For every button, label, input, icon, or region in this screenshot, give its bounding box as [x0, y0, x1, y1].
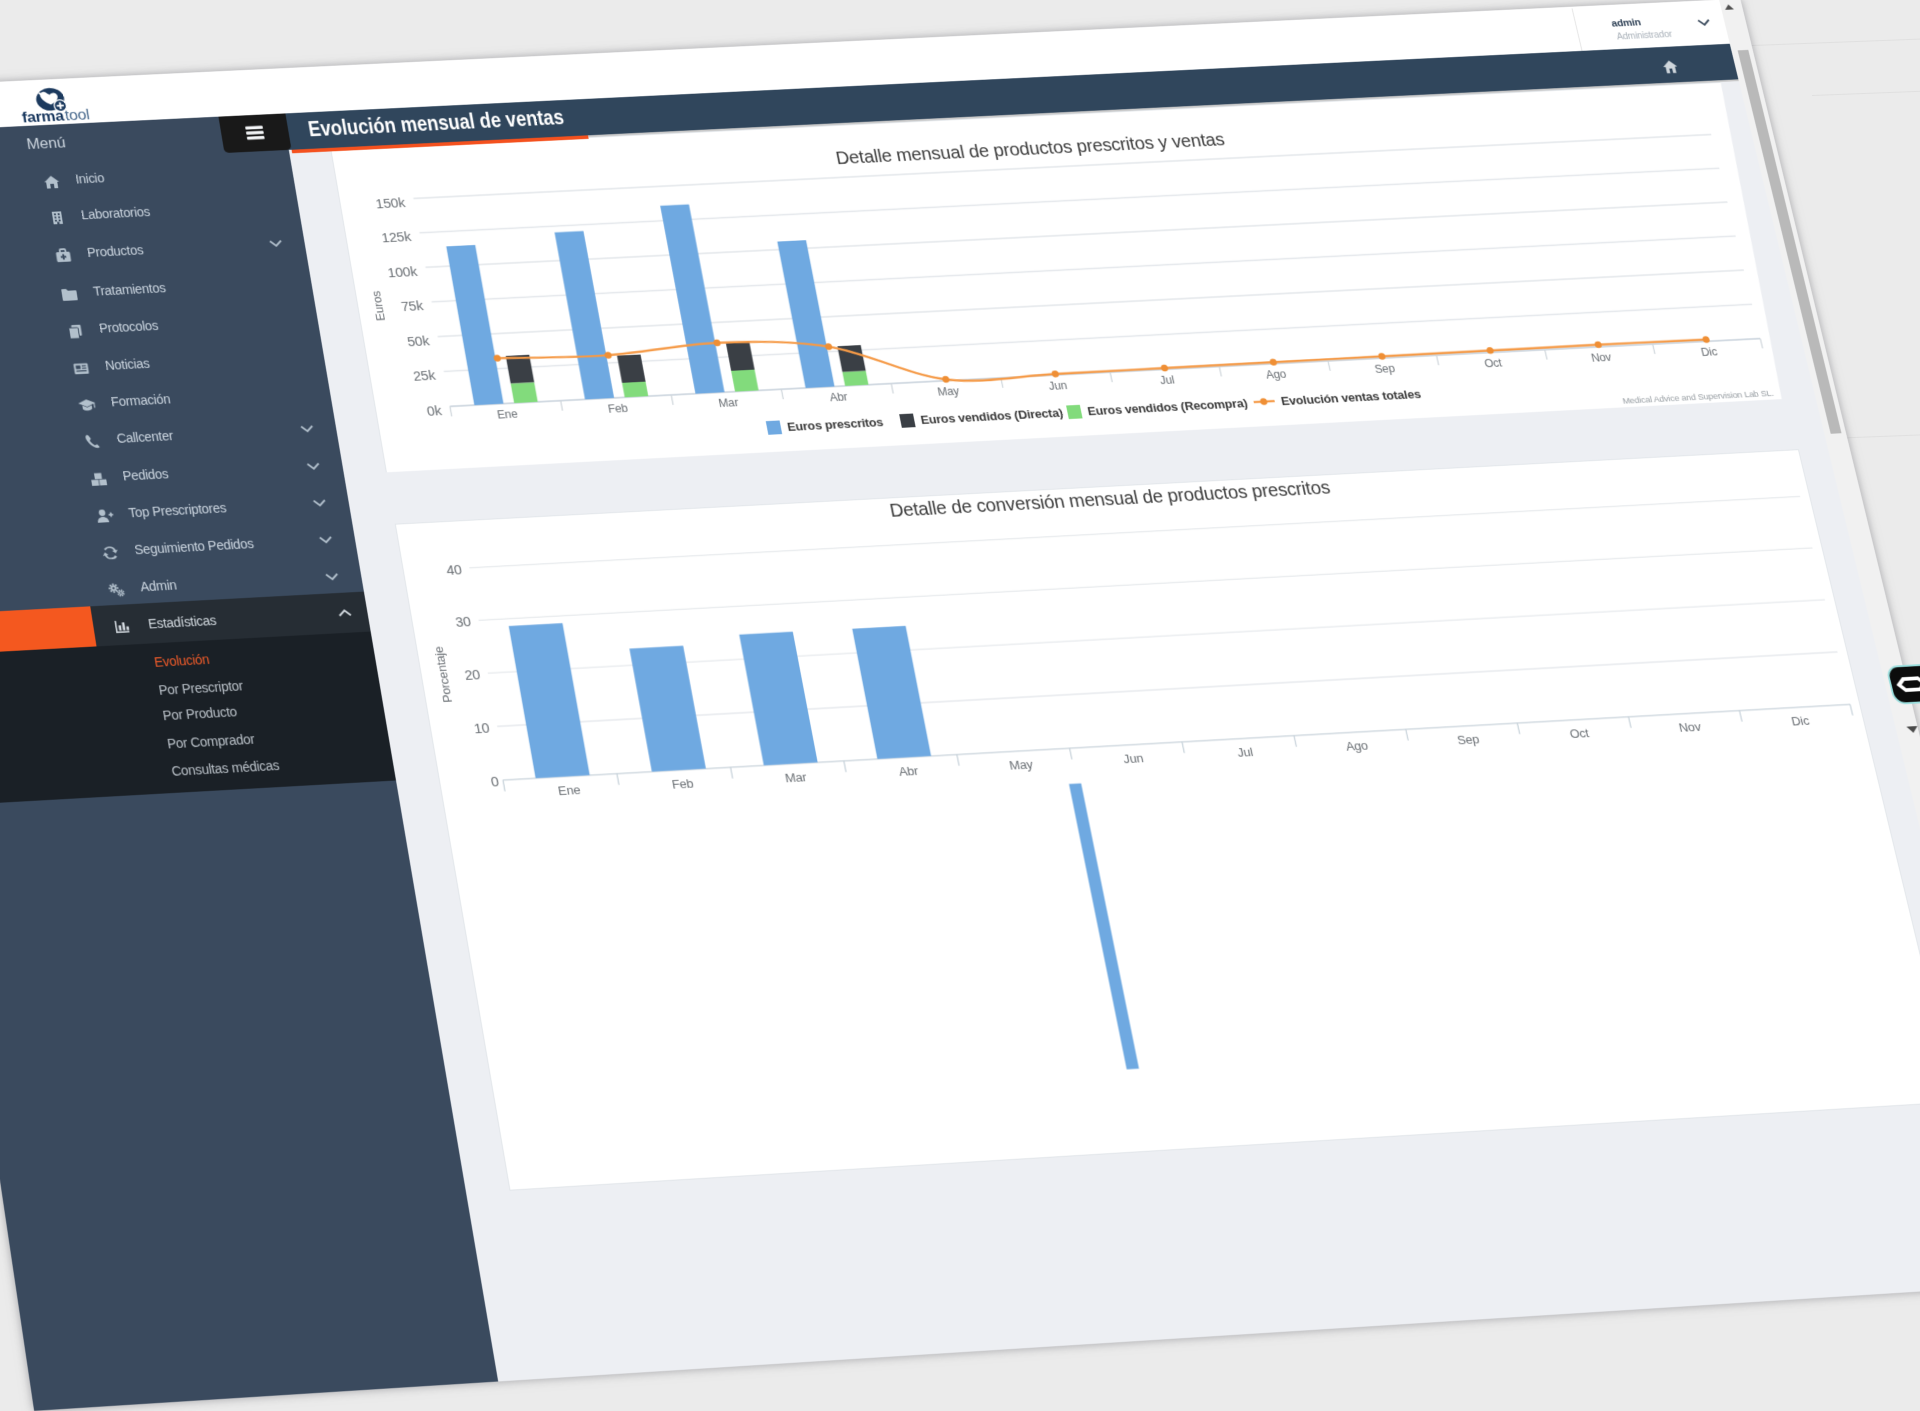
svg-text:Porcentaje: Porcentaje: [432, 646, 455, 703]
svg-text:Mar: Mar: [784, 770, 808, 786]
svg-text:Sep: Sep: [1456, 732, 1481, 748]
svg-text:20: 20: [463, 667, 482, 683]
svg-text:Ago: Ago: [1265, 369, 1287, 382]
svg-text:25k: 25k: [412, 368, 437, 384]
svg-text:Ene: Ene: [557, 782, 582, 798]
svg-text:tool: tool: [64, 107, 91, 125]
svg-text:0: 0: [490, 773, 501, 789]
svg-text:Evolución ventas totales: Evolución ventas totales: [1280, 387, 1423, 408]
svg-text:Abr: Abr: [829, 392, 849, 405]
svg-text:Medical Advice and Supervision: Medical Advice and Supervision Lab SL.: [1621, 388, 1774, 406]
svg-text:Oct: Oct: [1483, 358, 1504, 371]
svg-text:Dic: Dic: [1790, 713, 1811, 728]
svg-text:Abr: Abr: [898, 763, 920, 779]
svg-text:Feb: Feb: [607, 403, 629, 416]
svg-text:Oct: Oct: [1568, 726, 1591, 741]
svg-text:50k: 50k: [406, 333, 431, 349]
svg-text:75k: 75k: [400, 299, 425, 315]
svg-text:Nov: Nov: [1677, 719, 1703, 735]
svg-text:Ago: Ago: [1344, 738, 1369, 754]
svg-text:150k: 150k: [374, 195, 406, 211]
svg-text:Dic: Dic: [1700, 347, 1719, 360]
svg-text:May: May: [937, 386, 961, 399]
svg-text:Jul: Jul: [1159, 375, 1176, 388]
svg-text:Ene: Ene: [496, 409, 518, 422]
svg-text:0k: 0k: [426, 403, 443, 419]
svg-text:Jun: Jun: [1048, 381, 1068, 394]
svg-text:125k: 125k: [380, 229, 412, 245]
svg-text:Feb: Feb: [671, 776, 695, 792]
svg-text:Euros prescritos: Euros prescritos: [786, 415, 885, 434]
svg-text:Jul: Jul: [1236, 744, 1254, 759]
svg-text:10: 10: [473, 720, 492, 736]
svg-text:Sep: Sep: [1374, 364, 1396, 377]
svg-text:Euros: Euros: [370, 291, 388, 322]
svg-text:Euros vendidos (Recompra): Euros vendidos (Recompra): [1086, 396, 1249, 418]
svg-text:30: 30: [454, 614, 473, 630]
svg-text:Detalle de conversión mensual: Detalle de conversión mensual de product…: [888, 477, 1332, 521]
svg-text:Jun: Jun: [1122, 751, 1145, 767]
svg-text:farma: farma: [21, 108, 66, 126]
svg-text:Detalle mensual de productos p: Detalle mensual de productos prescritos …: [834, 130, 1226, 168]
svg-text:Mar: Mar: [718, 398, 740, 411]
svg-text:Euros vendidos (Directa): Euros vendidos (Directa): [919, 406, 1064, 427]
svg-text:May: May: [1008, 757, 1035, 773]
svg-text:100k: 100k: [386, 264, 418, 280]
svg-text:Nov: Nov: [1590, 352, 1613, 365]
svg-text:40: 40: [445, 562, 464, 578]
